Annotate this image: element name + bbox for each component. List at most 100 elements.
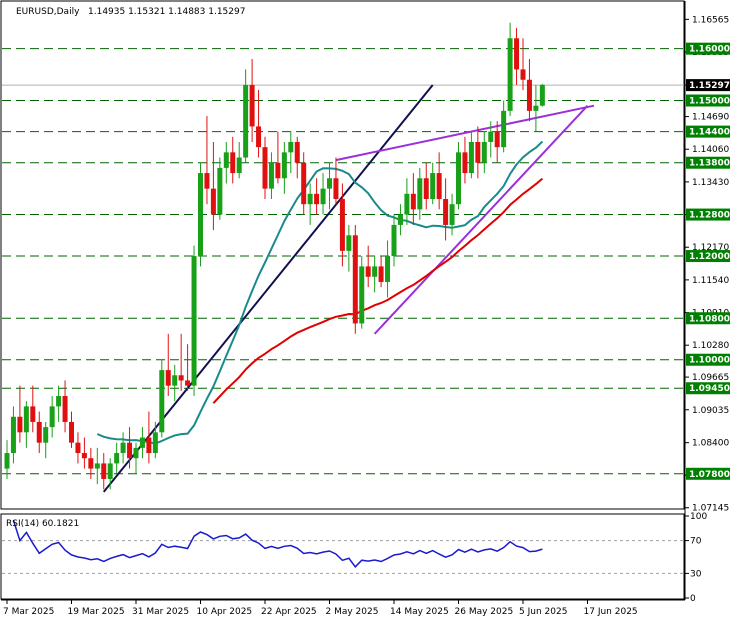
price-tick-label: 1.09035 [692,406,729,416]
moving-averages [96,140,544,445]
candle [481,131,487,174]
candle [191,245,197,397]
candle [204,116,210,205]
candle [107,458,113,490]
candle [56,385,62,422]
candle [417,167,423,220]
level-label-box [686,250,730,263]
candle-body [165,370,171,386]
price-tick-label: 1.13430 [692,178,729,188]
candle [23,401,29,448]
candle [359,256,365,329]
candle [514,27,520,85]
candle [69,411,74,448]
candle-body [365,266,371,277]
candle-body [430,173,436,200]
candle-body [4,453,10,469]
candle [133,442,139,474]
candle [526,59,532,122]
candle-body [281,152,287,179]
candle [456,141,461,210]
candle [172,364,178,402]
candle [288,131,294,174]
candle [449,193,455,236]
price-tick-label: 1.14690 [692,113,729,123]
moving-average-teal [96,140,544,445]
rsi-tick-label: 70 [690,537,702,547]
candle-body [178,375,184,381]
candle-body [120,442,126,454]
rsi-tick-label: 30 [690,569,702,579]
candle-body [268,162,274,189]
candle-body [526,79,532,111]
candle-body [43,427,49,443]
candle [281,141,287,194]
candle-body [436,173,442,200]
candle [139,427,145,459]
time-axis: 7 Mar 2025 19 Mar 2025 31 Mar 2025 10 Apr 2… [1,599,685,617]
level-label: 1.07800 [689,470,730,480]
candle [391,214,397,267]
candle-body [81,453,87,459]
candle-body [30,406,36,422]
rsi-header: RSI(14) 60.1821 [6,519,79,529]
candle-body [49,406,55,428]
candle [30,385,36,433]
level-label: 1.10000 [689,356,730,366]
candle-body [494,131,500,148]
rsi-panel: 100 70 30 0 [2,512,707,604]
candle-body [10,416,16,454]
candle-body [378,266,384,282]
time-tick-label: 22 Apr 2025 [261,607,317,617]
candle-body [514,38,520,70]
trendline-purple-upper [335,104,595,162]
candle-body [75,442,81,454]
candle [365,245,371,288]
candle-body [327,178,332,189]
time-tick-label: 5 Jun 2025 [519,607,567,617]
candle [327,162,332,210]
level-label: 1.10800 [689,314,730,324]
level-label-box [686,353,730,366]
candle [262,136,268,200]
candle-body [127,442,133,459]
candle [159,359,165,438]
candle [17,385,23,443]
level-label-box [686,42,730,55]
candle [307,183,313,225]
candle-body [520,69,526,80]
candle-body [62,396,68,422]
candle [223,141,229,184]
candle-body [236,157,242,174]
candle [101,453,107,490]
level-labels: 1.16000 1.15000 1.14400 1.13800 1.12800 1.120… [686,42,730,480]
candle [178,333,184,391]
candle [165,333,171,397]
candle [462,136,468,184]
time-tick-label: 17 Jun 2025 [584,607,638,617]
candle [294,136,300,179]
candle [249,59,255,142]
candle [507,22,513,117]
price-tick-label: 1.16565 [692,15,729,25]
candle-body [423,178,429,200]
candle [339,183,345,267]
candle [539,83,545,107]
candle-body [133,447,139,459]
candle [210,141,216,231]
candle-body [339,199,345,251]
level-label-box [686,467,730,480]
chart-header-symbol: EURUSD,Daily [16,7,80,17]
candle [501,100,507,153]
time-tick-label: 2 May 2025 [326,607,379,617]
candle-body [372,266,378,277]
level-label-box [686,312,730,325]
rsi-panel-frame [0,513,685,600]
candle-body [191,256,197,386]
candle [88,447,94,479]
candle-body [410,193,416,210]
time-tick-label: 26 May 2025 [455,607,514,617]
candle [256,90,262,158]
